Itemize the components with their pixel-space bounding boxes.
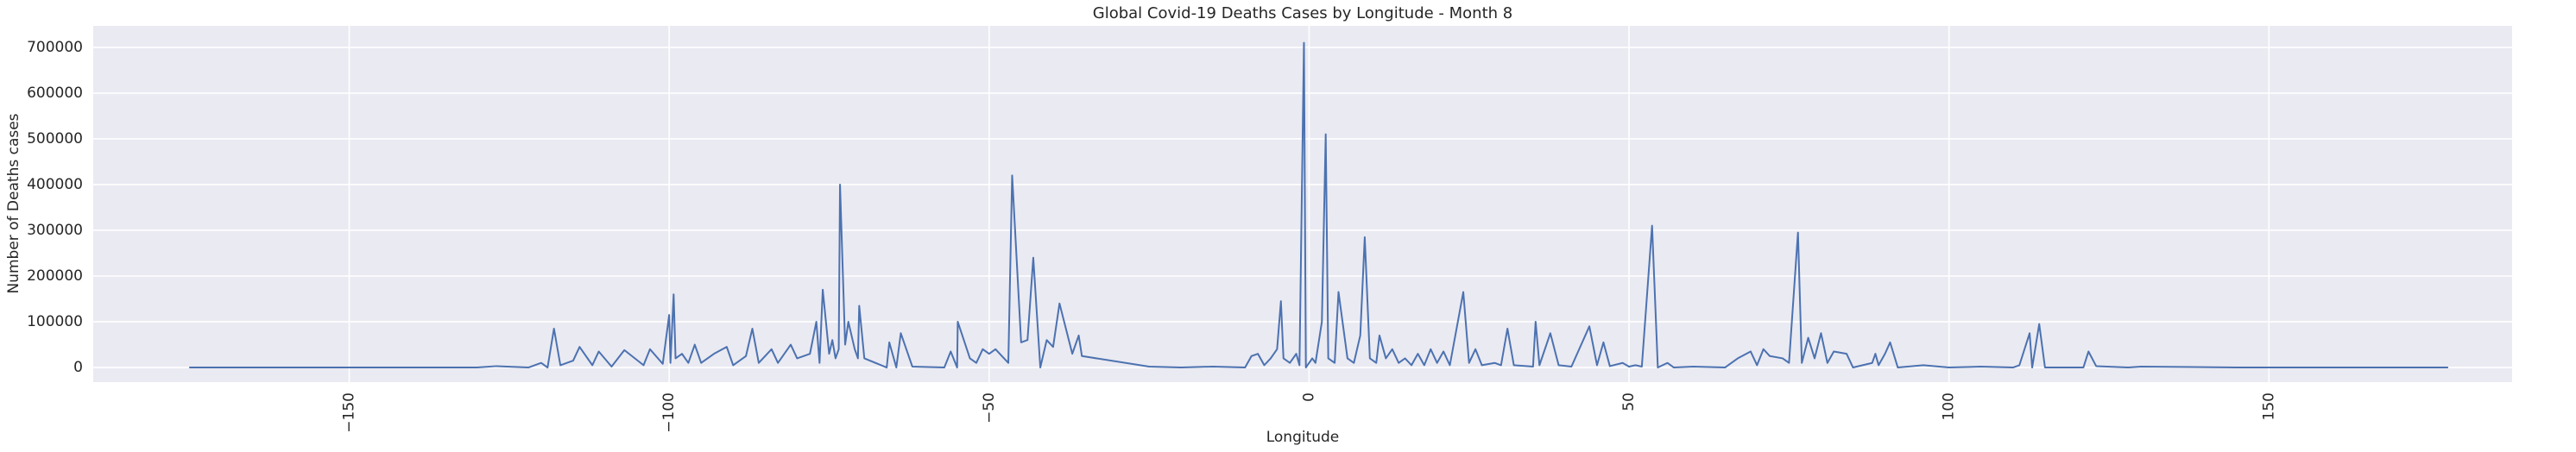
x-tick-label: 100 [1941, 392, 1958, 420]
data-line [189, 41, 2448, 369]
x-tick-label: 150 [2260, 392, 2277, 420]
x-tick-label: 50 [1620, 392, 1638, 411]
chart-title: Global Covid-19 Deaths Cases by Longitud… [1093, 4, 1512, 22]
y-tick-label: 700000 [27, 39, 83, 56]
y-tick-label: 100000 [27, 313, 83, 330]
y-axis-label: Number of Deaths cases [5, 113, 22, 293]
y-tick-label: 500000 [27, 130, 83, 148]
x-tick-label: −150 [341, 392, 358, 433]
y-tick-label: 300000 [27, 222, 83, 239]
y-tick-label: 0 [73, 359, 83, 376]
x-tick-label: −100 [660, 392, 678, 433]
x-axis-label: Longitude [1266, 429, 1340, 446]
x-tick-label: 0 [1300, 392, 1317, 402]
x-tick-label: −50 [981, 392, 998, 424]
y-tick-label: 600000 [27, 85, 83, 102]
y-tick-label: 200000 [27, 267, 83, 285]
y-tick-label: 400000 [27, 176, 83, 193]
